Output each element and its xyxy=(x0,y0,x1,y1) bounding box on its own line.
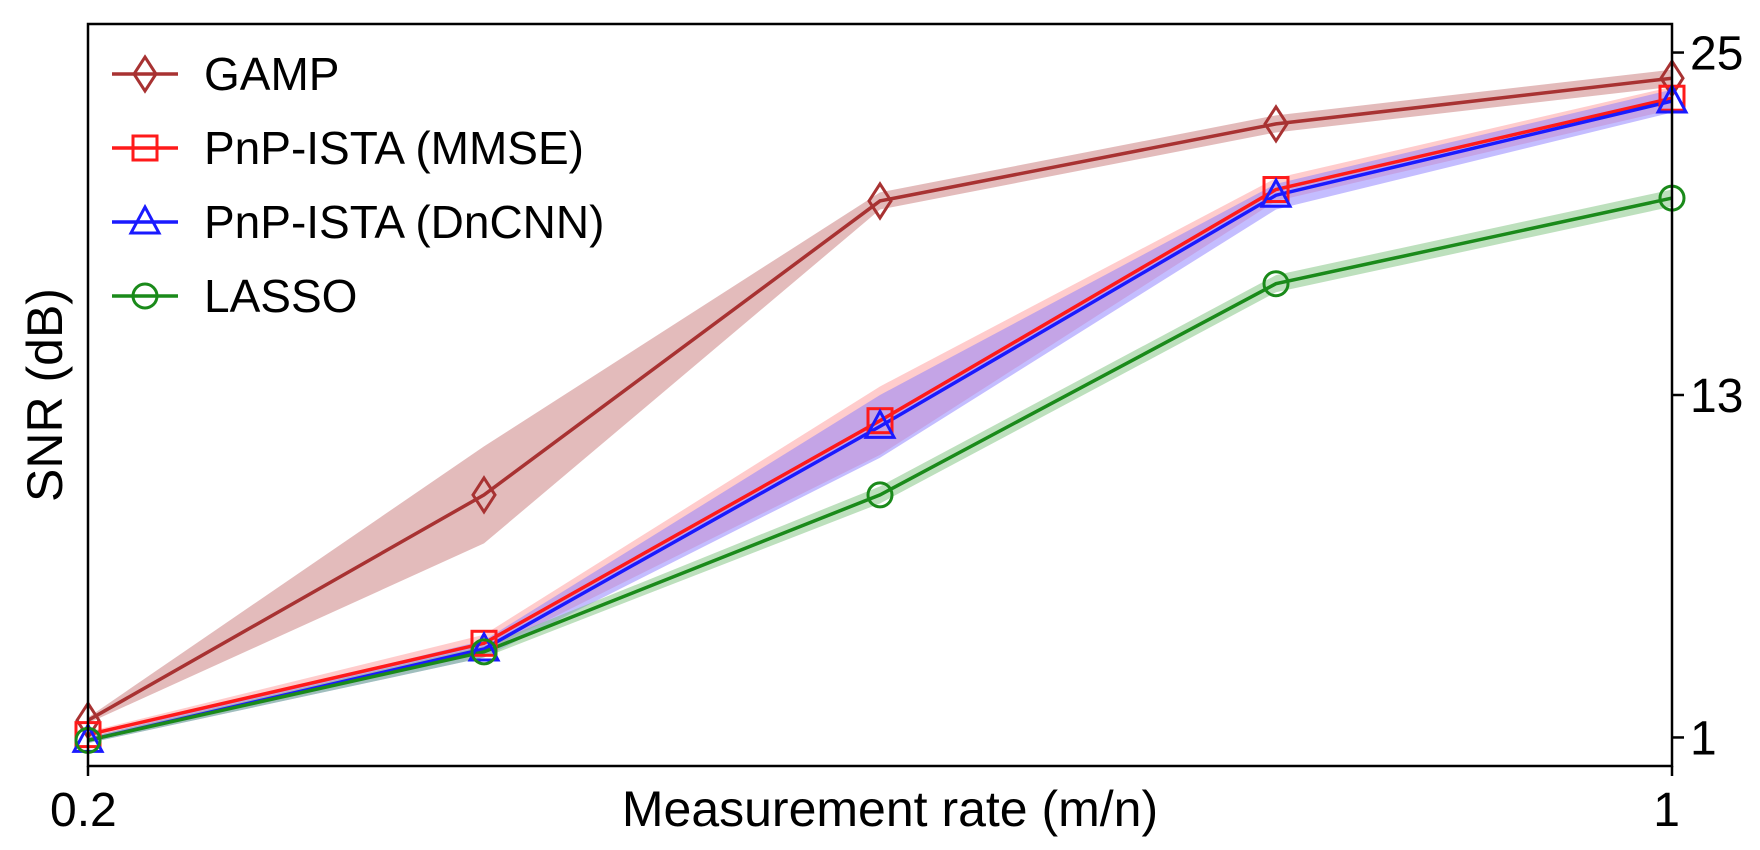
series-lines xyxy=(87,76,1673,743)
legend-lasso-marker xyxy=(131,282,159,310)
legend-pnp-ista-dncnn-marker xyxy=(128,203,162,235)
gamp-point xyxy=(471,475,497,515)
x-tick-label: 0.2 xyxy=(50,784,117,837)
pnp-ista-dncnn-line xyxy=(87,99,1673,743)
legend-gamp-label: GAMP xyxy=(204,48,339,100)
pnp-ista-dncnn-point xyxy=(863,408,897,439)
legend-lasso-label: LASSO xyxy=(204,270,357,322)
x-tick-label: 1 xyxy=(1653,784,1680,837)
legend-pnp-ista-mmse-marker xyxy=(131,134,159,162)
lasso-line xyxy=(87,196,1673,743)
gamp-line xyxy=(87,76,1673,722)
legend-pnp-ista-dncnn-label: PnP-ISTA (DnCNN) xyxy=(204,196,604,248)
pnp-ista-dncnn-band xyxy=(88,89,1672,744)
pnp-ista-mmse-line xyxy=(87,96,1673,737)
gamp-point xyxy=(867,181,893,221)
legend-pnp-ista-mmse-label: PnP-ISTA (MMSE) xyxy=(204,122,584,174)
y-tick-label: 25 xyxy=(1690,28,1743,81)
lasso-point xyxy=(1262,270,1290,298)
x-axis-label: Measurement rate (m/n) xyxy=(622,781,1158,837)
lasso-point xyxy=(470,638,498,666)
axis-ticks: 1 13 25 0.2 1 xyxy=(50,28,1743,837)
legend-gamp-marker xyxy=(132,54,158,94)
y-tick-label: 1 xyxy=(1690,712,1717,765)
lasso-point xyxy=(866,481,894,509)
y-axis-label: SNR (dB) xyxy=(17,288,73,502)
pnp-ista-dncnn-point xyxy=(1259,177,1293,208)
legend: GAMP PnP-ISTA (MMSE) PnP-ISTA (DnCNN) LASSO xyxy=(112,48,604,322)
y-tick-label: 13 xyxy=(1690,370,1743,423)
gamp-point xyxy=(1263,104,1289,144)
pnp-ista-dncnn-point xyxy=(467,630,501,662)
